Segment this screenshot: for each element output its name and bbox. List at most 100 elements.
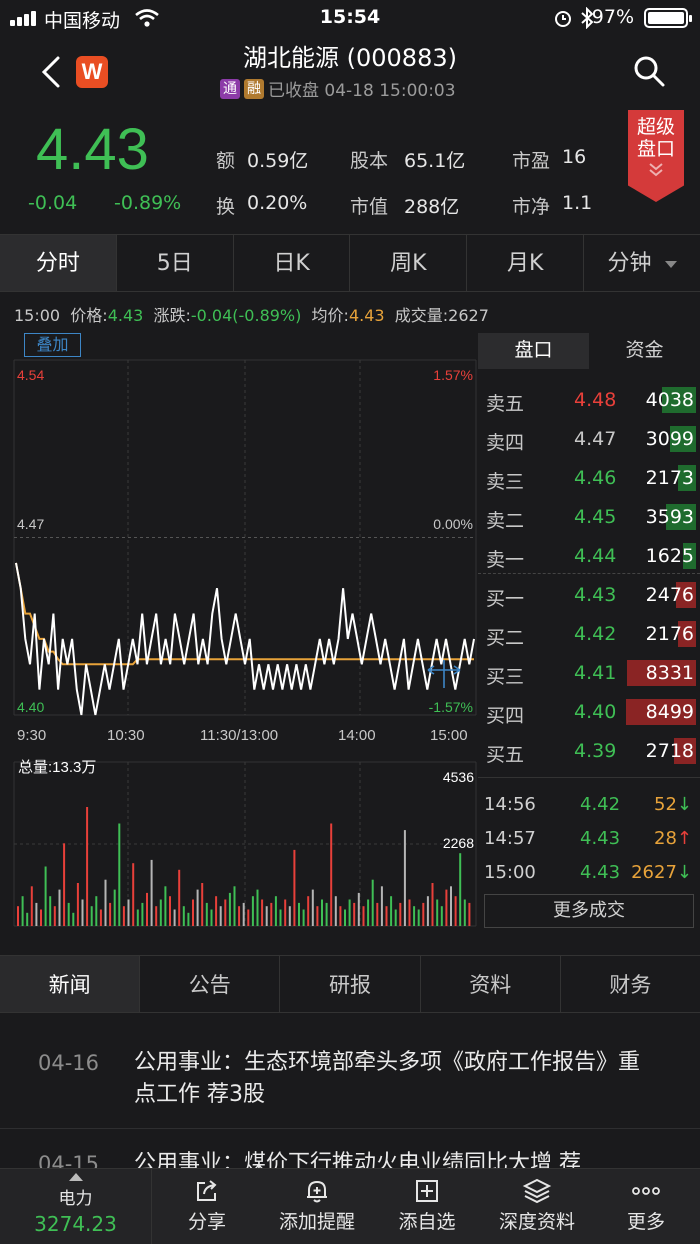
tab-intraday[interactable]: 分时 [0, 235, 117, 291]
search-icon[interactable] [632, 54, 666, 88]
news-item[interactable]: 04-16 公用事业：生态环境部牵头多项《政府工作报告》重点工作 荐3股 [0, 1013, 700, 1129]
deep-data-label: 深度资料 [498, 1211, 575, 1233]
tick-direction-arrow: ↓ [676, 794, 692, 815]
tab-profile[interactable]: 资料 [421, 956, 561, 1012]
amount-value: 0.59亿 [247, 150, 309, 172]
volume-bar [210, 909, 213, 926]
battery-percent: 97% [591, 6, 634, 28]
add-watchlist-button[interactable]: 添自选 [372, 1169, 482, 1244]
level-price: 4.42 [574, 623, 617, 645]
level-label: 买一 [486, 588, 525, 610]
back-icon[interactable] [38, 54, 66, 90]
sector-index[interactable]: 电力 3274.23 [0, 1169, 152, 1244]
volume-bar [247, 909, 250, 926]
volume-bar [311, 889, 314, 926]
tab-financials[interactable]: 财务 [609, 973, 652, 997]
volume-bar [362, 906, 365, 926]
tab-monthly-k[interactable]: 月K [467, 235, 585, 291]
volume-bar [325, 902, 328, 926]
level-price: 4.43 [574, 584, 617, 606]
double-chevron-down-icon [649, 163, 663, 177]
volume-bar [445, 889, 448, 926]
ask-row: 卖一 4.44 1625 [478, 537, 700, 575]
ask-row: 卖五 4.48 4038 [478, 381, 700, 419]
volume-bar [136, 909, 139, 926]
price-line [15, 562, 475, 716]
tab-news[interactable]: 新闻 [0, 956, 141, 1012]
order-book: 盘口 资金 卖五 4.48 4038 卖四 4.47 3099 卖三 4.46 2173 卖二 4.… [478, 333, 700, 933]
more-button[interactable]: 更多 [592, 1169, 700, 1244]
add-alert-button[interactable]: 添加提醒 [262, 1169, 372, 1244]
more-trades-button[interactable]: 更多成交 [484, 894, 694, 928]
book-divider [478, 573, 700, 574]
level-price: 4.41 [574, 662, 617, 684]
volume-label-half: 2268 [443, 835, 474, 851]
app-logo[interactable]: W [76, 56, 108, 88]
volume-bar [219, 906, 222, 926]
trade-tick-row: 14:57 4.43 28↑ [478, 822, 700, 856]
volume-bar [399, 902, 402, 926]
ask-row: 卖三 4.46 2173 [478, 459, 700, 497]
volume-bar [683, 543, 696, 569]
volume-bar [662, 387, 696, 413]
pe-value: 16 [562, 146, 587, 168]
tab-capital[interactable]: 资金 [625, 339, 664, 361]
stock-header: W 湖北能源 (000883) 通 融 已收盘 04-18 15:00:03 [0, 36, 700, 108]
trade-tick-row: 14:56 4.42 52↓ [478, 788, 700, 822]
volume-bar [307, 896, 310, 926]
volume-bar [666, 504, 696, 530]
volume-total-label: 总量:13.3万 [18, 759, 96, 776]
info-volume-label: 成交量: [394, 306, 449, 325]
volume-bar [122, 906, 125, 926]
volume-bar [26, 912, 29, 926]
volume-bar [670, 426, 696, 452]
share-capital-label: 股本 [350, 150, 389, 172]
tab-daily-k[interactable]: 日K [234, 235, 351, 291]
more-label: 更多 [626, 1211, 665, 1233]
ticks-divider [478, 777, 700, 778]
volume-bar [293, 849, 296, 926]
volume-bar [417, 909, 420, 926]
news-item[interactable]: 04-15 公用事业：煤价下行推动火电业绩同比大增 荐 [0, 1130, 700, 1168]
tab-announcements[interactable]: 公告 [140, 956, 281, 1012]
volume-bar [353, 902, 356, 926]
volume-bar [63, 843, 66, 926]
volume-bar [95, 896, 98, 926]
volume-bar [298, 902, 300, 926]
volume-bar [385, 906, 388, 926]
market-status: 已收盘 04-18 15:00:03 [268, 81, 456, 101]
overlay-button[interactable]: 叠加 [24, 333, 81, 357]
deep-data-button[interactable]: 深度资料 [482, 1169, 592, 1244]
info-price-label: 价格: [70, 306, 108, 325]
super-orderbook-button[interactable]: 超级盘口 [628, 110, 684, 202]
volume-bar [321, 899, 323, 926]
tick-price: 4.42 [580, 794, 621, 815]
level-label: 卖三 [486, 471, 525, 493]
tab-minute[interactable]: 分钟 [584, 235, 700, 291]
ask-row: 卖四 4.47 3099 [478, 420, 700, 458]
tab-5day[interactable]: 5日 [117, 235, 234, 291]
market-cap-label: 市值 [350, 196, 389, 218]
bottom-nav: 电力 3274.23 分享 添加提醒 添自选 深度资料 [0, 1168, 700, 1244]
volume-bar [454, 896, 457, 926]
tab-research[interactable]: 研报 [280, 956, 421, 1012]
volume-label-max: 4536 [443, 769, 474, 785]
share-label: 分享 [187, 1211, 226, 1233]
tab-orderbook[interactable]: 盘口 [478, 333, 589, 369]
share-button[interactable]: 分享 [152, 1169, 262, 1244]
volume-bar [49, 896, 52, 926]
volume-bar [674, 738, 696, 764]
y-label-bottom-left: 4.40 [17, 699, 44, 715]
volume-bar [274, 896, 277, 926]
level-label: 买三 [486, 666, 525, 688]
volume-bar [228, 892, 231, 926]
tab-weekly-k[interactable]: 周K [350, 235, 468, 291]
intraday-chart[interactable]: 4.54 4.47 4.40 1.57% 0.00% -1.57% 9:30 1… [0, 330, 478, 930]
book-tabs: 盘口 资金 [478, 333, 700, 369]
volume-bar [376, 902, 379, 926]
x-label-1030: 10:30 [107, 727, 145, 744]
more-dots-icon [632, 1187, 660, 1195]
tick-volume-wrap: 2627↓ [631, 862, 692, 883]
volume-bar [626, 699, 696, 725]
news-title: 公用事业：生态环境部牵头多项《政府工作报告》重点工作 荐3股 [134, 1050, 641, 1107]
